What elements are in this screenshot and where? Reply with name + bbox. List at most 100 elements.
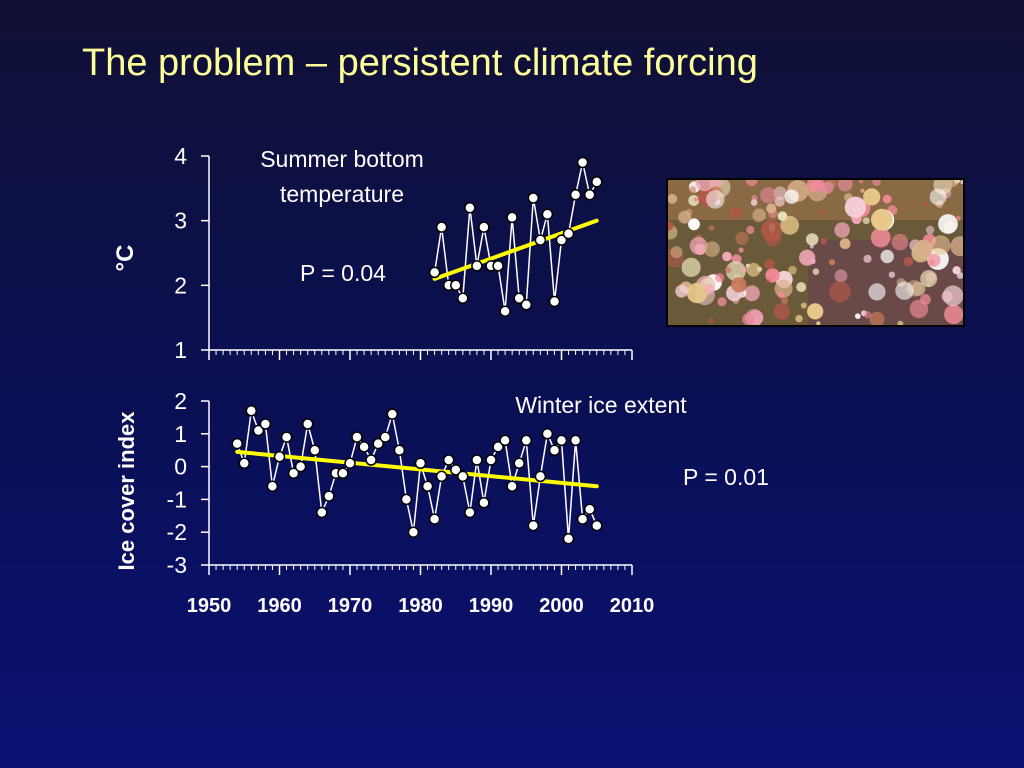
photo-texture-blob [862, 217, 870, 225]
photo-texture-blob [869, 311, 885, 325]
chart2-data-point [393, 444, 406, 456]
photo-texture-blob [871, 208, 893, 231]
chart2-data-point [309, 444, 321, 456]
photo-texture-blob [952, 266, 961, 275]
chart2-data-point [591, 519, 603, 532]
photo-texture-blob [688, 218, 700, 231]
chart2-data-point [569, 434, 582, 447]
photo-texture-blob [834, 269, 848, 283]
photo-texture-blob [745, 180, 758, 187]
chart2-data-point [442, 454, 455, 466]
photo-texture-blob [781, 296, 789, 304]
chart2-data-point [337, 467, 349, 479]
chart2-data-point [527, 519, 540, 532]
photo-texture-blob [735, 231, 749, 245]
chart2-data-point [421, 480, 434, 493]
chart1-y-axis-label: °C [112, 245, 139, 272]
chart2-x-tick-label: 1990 [469, 595, 514, 617]
chart2-data-point [365, 454, 377, 466]
photo-texture-blob [944, 304, 963, 325]
chart1-data-point [562, 227, 575, 240]
photo-texture-blob [929, 188, 947, 206]
chart1-data-point [513, 292, 525, 305]
chart2-y-tick-label: -2 [167, 519, 187, 545]
photo-texture-blob [744, 285, 760, 302]
photo-texture-blob [795, 314, 803, 323]
photo-texture-blob [927, 253, 941, 267]
chart2-x-tick-label: 1980 [398, 595, 443, 617]
chart2-data-point [372, 437, 384, 450]
chart1-data-point [541, 208, 554, 220]
photo-image [668, 180, 963, 325]
chart1-data-point [534, 234, 547, 246]
photo-texture-blob [858, 180, 864, 184]
photo-texture-blob [773, 303, 791, 320]
chart2-x-tick-label: 1970 [328, 595, 373, 617]
photo-texture-blob [950, 236, 963, 257]
photo-texture-blob [704, 241, 720, 257]
photo-texture-blob [740, 266, 747, 274]
photo-texture-blob [725, 266, 732, 273]
slide-title: The problem – persistent climate forcing [82, 42, 758, 84]
chart2-x-tick-label: 1960 [257, 595, 302, 617]
photo-texture-blob [766, 203, 777, 214]
chart2-data-point [464, 506, 476, 519]
chart1-data-point [457, 292, 469, 305]
chart2-data-point [506, 480, 518, 493]
photo-texture-blob [777, 291, 785, 299]
photo-texture-blob [864, 311, 872, 319]
photo-texture-blob [722, 251, 732, 262]
chart2-data-point [478, 496, 490, 509]
photo-texture-blob [903, 256, 914, 267]
chart1-data-point [527, 192, 540, 204]
chart2-data-point [287, 467, 300, 479]
photo-texture-blob [704, 283, 715, 295]
chart2-y-tick-label: 1 [174, 421, 187, 447]
photo-texture-blob [938, 214, 958, 234]
photo-texture-blob [725, 261, 746, 282]
chart2-data-point [435, 470, 448, 483]
photo-texture-blob [888, 271, 896, 278]
photo-texture-blob [834, 222, 850, 238]
photo-texture-blob [925, 225, 935, 235]
chart2-y-tick-label: 0 [174, 454, 187, 480]
chart2-data-point [294, 460, 307, 473]
photo-texture-blob [844, 196, 867, 218]
chart1-data-point [583, 189, 596, 201]
photo-texture-blob [807, 303, 824, 320]
chart2-data-point [534, 470, 547, 483]
chart2-data-point [273, 451, 286, 463]
photo-texture-blob [730, 207, 742, 219]
chart1-data-point [464, 201, 476, 214]
photo-texture-blob [930, 235, 951, 255]
chart1-data-point [576, 156, 589, 169]
photo-texture-blob [746, 262, 761, 277]
photo-texture-blob [799, 249, 816, 266]
photo-texture-blob [863, 188, 881, 206]
chart1-data-point [492, 260, 504, 272]
chart1-data-point [520, 298, 533, 311]
photo-texture-blob [829, 259, 836, 266]
photo-texture-blob [717, 297, 727, 307]
photo-texture-blob [706, 190, 725, 209]
chart2-data-point [259, 418, 272, 430]
photo-texture-blob [960, 180, 963, 185]
chart1-data-point [435, 221, 448, 233]
photo-texture-blob [880, 249, 894, 264]
photo-texture-blob [681, 257, 701, 277]
photo-texture-blob [777, 211, 788, 221]
chart2-data-point [301, 418, 314, 430]
photo-texture-blob [821, 181, 834, 194]
photo-texture-blob [942, 285, 963, 307]
chart2-data-point [231, 437, 243, 450]
chart2-data-point [499, 434, 511, 447]
photo-texture-blob [882, 194, 892, 204]
photo-texture-blob [708, 224, 715, 231]
chart1-data-point [591, 176, 603, 188]
photo-texture-blob [784, 189, 799, 204]
chart2-data-point [379, 431, 392, 443]
chart2-data-point [386, 408, 399, 420]
chart2-data-point [450, 464, 462, 476]
photo-texture-blob [909, 299, 929, 319]
